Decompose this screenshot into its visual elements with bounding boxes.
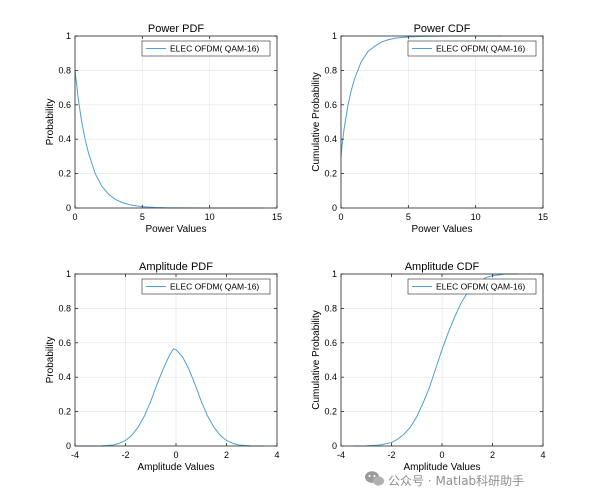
y-tick-label: 0 bbox=[66, 203, 71, 213]
watermark: 公众号 · Matlab科研助手 bbox=[365, 471, 524, 488]
y-tick-label: 0 bbox=[332, 203, 337, 213]
y-tick-label: 0.6 bbox=[58, 338, 71, 348]
y-tick-label: 0 bbox=[332, 441, 337, 451]
y-tick-label: 0.6 bbox=[324, 100, 337, 110]
y-axis-label: Cumulative Probability bbox=[311, 310, 322, 410]
x-tick-label: 4 bbox=[274, 450, 279, 460]
y-tick-label: 0.2 bbox=[324, 407, 337, 417]
y-tick-label: 0.6 bbox=[58, 100, 71, 110]
x-axis-label: Power Values bbox=[412, 224, 473, 235]
y-tick-label: 1 bbox=[332, 31, 337, 41]
chart-1: 0 5 10 15 0 0.2 0.4 0.6 0.8 1 Power PDF Power Value… bbox=[45, 23, 282, 235]
y-tick-label: 0.8 bbox=[58, 65, 71, 75]
y-tick-label: 0.8 bbox=[324, 303, 337, 313]
y-tick-label: 0.2 bbox=[58, 169, 71, 179]
y-tick-label: 0.4 bbox=[58, 134, 71, 144]
legend-label: ELEC OFDM( QAM-16) bbox=[170, 44, 259, 54]
axes-box bbox=[74, 35, 278, 209]
x-tick-label: 2 bbox=[224, 450, 229, 460]
chart-title: Amplitude CDF bbox=[405, 261, 480, 273]
x-tick-label: 5 bbox=[140, 212, 145, 222]
y-tick-label: 0.8 bbox=[324, 65, 337, 75]
axes-box bbox=[340, 35, 544, 209]
y-tick-label: 0.4 bbox=[58, 372, 71, 382]
chart-title: Power CDF bbox=[414, 23, 471, 35]
x-tick-label: 10 bbox=[205, 212, 215, 222]
x-tick-label: -4 bbox=[337, 450, 345, 460]
y-tick-label: 0.4 bbox=[324, 372, 337, 382]
y-tick-label: 0.2 bbox=[58, 407, 71, 417]
legend-label: ELEC OFDM( QAM-16) bbox=[436, 44, 525, 54]
x-tick-label: 10 bbox=[471, 212, 481, 222]
y-tick-label: 0.6 bbox=[324, 338, 337, 348]
x-tick-label: 15 bbox=[272, 212, 282, 222]
y-tick-label: 0.8 bbox=[58, 303, 71, 313]
plot-area bbox=[75, 36, 277, 208]
legend: ELEC OFDM( QAM-16) bbox=[141, 278, 271, 295]
wechat-icon bbox=[365, 471, 384, 486]
chart-title: Amplitude PDF bbox=[139, 261, 213, 273]
x-axis-label: Amplitude Values bbox=[137, 462, 214, 473]
x-tick-label: 2 bbox=[490, 450, 495, 460]
y-tick-label: 1 bbox=[66, 31, 71, 41]
x-tick-label: -4 bbox=[71, 450, 79, 460]
chart-title: Power PDF bbox=[148, 23, 205, 35]
chart-3: -4 -2 0 2 4 0 0.2 0.4 0.6 0.8 1 Amplitude PDF Amplit… bbox=[45, 261, 280, 473]
x-tick-label: -2 bbox=[121, 450, 129, 460]
watermark-text: 公众号 · Matlab科研助手 bbox=[388, 474, 524, 488]
legend-box bbox=[407, 278, 537, 295]
y-tick-label: 0 bbox=[66, 441, 71, 451]
legend-label: ELEC OFDM( QAM-16) bbox=[170, 282, 259, 292]
x-tick-label: -2 bbox=[387, 450, 395, 460]
legend: ELEC OFDM( QAM-16) bbox=[407, 278, 537, 295]
y-axis-label: Probability bbox=[45, 99, 56, 146]
chart-2: 0 5 10 15 0 0.2 0.4 0.6 0.8 1 Power CDF Power Value… bbox=[311, 23, 548, 235]
legend-label: ELEC OFDM( QAM-16) bbox=[436, 282, 525, 292]
legend-box bbox=[407, 40, 537, 57]
x-axis-label: Amplitude Values bbox=[403, 462, 480, 473]
y-tick-label: 1 bbox=[332, 269, 337, 279]
x-tick-label: 0 bbox=[439, 450, 444, 460]
plot-area bbox=[341, 36, 543, 208]
y-tick-label: 0.4 bbox=[324, 134, 337, 144]
legend-box bbox=[141, 40, 271, 57]
y-tick-label: 0.2 bbox=[324, 169, 337, 179]
x-tick-label: 5 bbox=[406, 212, 411, 222]
y-axis-label: Cumulative Probability bbox=[311, 72, 322, 172]
series-line-1 bbox=[75, 348, 265, 447]
chart-4: -4 -2 0 2 4 0 0.2 0.4 0.6 0.8 1 Amplitude CDF Amplit… bbox=[311, 261, 546, 473]
y-tick-label: 1 bbox=[66, 269, 71, 279]
x-tick-label: 15 bbox=[538, 212, 548, 222]
x-tick-label: 0 bbox=[173, 450, 178, 460]
legend: ELEC OFDM( QAM-16) bbox=[141, 40, 271, 57]
x-axis-label: Power Values bbox=[146, 224, 207, 235]
x-tick-label: 0 bbox=[338, 212, 343, 222]
legend-box bbox=[141, 278, 271, 295]
y-axis-label: Probability bbox=[45, 337, 56, 384]
legend: ELEC OFDM( QAM-16) bbox=[407, 40, 537, 57]
x-tick-label: 4 bbox=[540, 450, 545, 460]
x-tick-label: 0 bbox=[72, 212, 77, 222]
